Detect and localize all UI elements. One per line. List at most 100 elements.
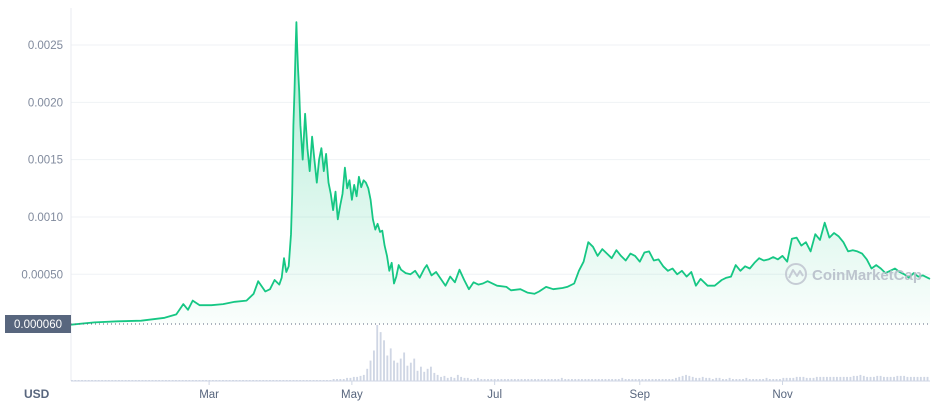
volume-bar: [483, 379, 486, 381]
volume-bar: [718, 377, 721, 381]
volume-bar: [352, 376, 355, 381]
volume-bar: [396, 362, 399, 381]
volume-bar: [611, 379, 614, 381]
volume-bar: [601, 379, 604, 381]
volume-bar: [540, 379, 543, 381]
volume-bar: [456, 374, 459, 381]
volume-bar: [416, 370, 419, 381]
volume-bar: [389, 348, 392, 381]
y-tick-label: 0.0020: [28, 97, 63, 109]
volume-bar: [678, 376, 681, 381]
volume-bar: [513, 379, 516, 381]
volume-bar: [842, 376, 845, 381]
volume-bar: [356, 376, 359, 381]
volume-bar: [795, 376, 798, 381]
volume-bar: [614, 379, 617, 381]
grid-lines: [71, 44, 930, 275]
volume-bar: [507, 379, 510, 381]
volume-bar: [423, 371, 426, 381]
volume-bar: [805, 377, 808, 381]
volume-bar: [530, 379, 533, 381]
volume-bar: [869, 376, 872, 381]
volume-bar: [883, 376, 885, 381]
volume-bar: [557, 379, 560, 381]
volume-bar: [862, 375, 865, 381]
volume-bar: [711, 379, 714, 381]
volume-bar: [856, 375, 859, 381]
volume-bar: [738, 379, 741, 381]
volume-bar: [624, 379, 627, 381]
volume-bar: [802, 376, 805, 381]
volume-bar: [879, 375, 882, 381]
volume-bar: [473, 379, 476, 381]
volume-bar: [359, 375, 362, 381]
volume-bar: [594, 379, 597, 381]
volume-bar: [896, 375, 899, 381]
volume-bar: [336, 379, 338, 381]
volume-bar: [641, 379, 644, 381]
volume-bar: [587, 379, 590, 381]
volume-bar: [664, 379, 667, 381]
volume-bar: [675, 377, 677, 381]
volume-bar: [547, 379, 550, 381]
volume-bar: [698, 377, 701, 381]
volume-bar: [688, 375, 691, 381]
volume-bar: [819, 376, 822, 381]
current-price-badge: 0.000060: [5, 315, 71, 333]
volume-bar: [520, 379, 523, 381]
volume-bar: [752, 379, 755, 381]
volume-bar: [430, 366, 432, 381]
volume-bar: [550, 379, 553, 381]
volume-bar: [691, 376, 694, 381]
volume-bar: [728, 377, 731, 381]
volume-bar: [487, 379, 489, 381]
volume-bar: [560, 377, 563, 381]
volume-bar: [527, 379, 530, 381]
volume-bar: [775, 379, 778, 381]
volume-bar: [846, 376, 848, 381]
volume-bar: [383, 340, 385, 381]
volume-bar: [668, 379, 671, 381]
volume-bar: [715, 377, 718, 381]
volume-bar: [393, 360, 395, 381]
volume-bar: [661, 379, 664, 381]
volume-bar: [913, 376, 916, 381]
watermark: CoinMarketCap: [785, 263, 922, 285]
volume-bar: [701, 376, 704, 381]
volume-bar: [873, 376, 875, 381]
volume-bar: [446, 377, 449, 381]
volume-bar: [916, 376, 919, 381]
y-tick-label: 0.0010: [28, 212, 63, 224]
volume-bar: [822, 376, 825, 381]
volume-bar: [826, 376, 828, 381]
volume-bar: [373, 350, 375, 381]
volume-bar: [584, 379, 587, 381]
volume-bar: [893, 376, 895, 381]
volume-bar: [758, 379, 761, 381]
volume-bar: [829, 376, 832, 381]
volume-bar: [597, 379, 600, 381]
volume-bar: [732, 379, 734, 381]
volume-bar: [574, 379, 577, 381]
volume-bar: [386, 355, 389, 381]
volume-bar: [409, 362, 412, 381]
volume-bar: [634, 379, 637, 381]
volume-bar: [745, 377, 748, 381]
volume-bar: [809, 377, 812, 381]
volume-bar: [926, 376, 929, 381]
volume-bar: [534, 379, 536, 381]
volume-bar: [899, 375, 902, 381]
volume-bar: [725, 379, 728, 381]
volume-bars: [71, 325, 929, 381]
volume-bar: [695, 377, 697, 381]
volume-bar: [440, 376, 442, 381]
volume-bar: [631, 379, 634, 381]
volume-bar: [832, 376, 835, 381]
volume-bar: [477, 377, 479, 381]
volume-bar: [906, 376, 909, 381]
volume-bar: [671, 379, 674, 381]
volume-bar: [735, 379, 738, 381]
volume-bar: [866, 376, 869, 381]
coinmarketcap-logo-icon: [785, 263, 807, 285]
volume-bar: [332, 379, 335, 381]
